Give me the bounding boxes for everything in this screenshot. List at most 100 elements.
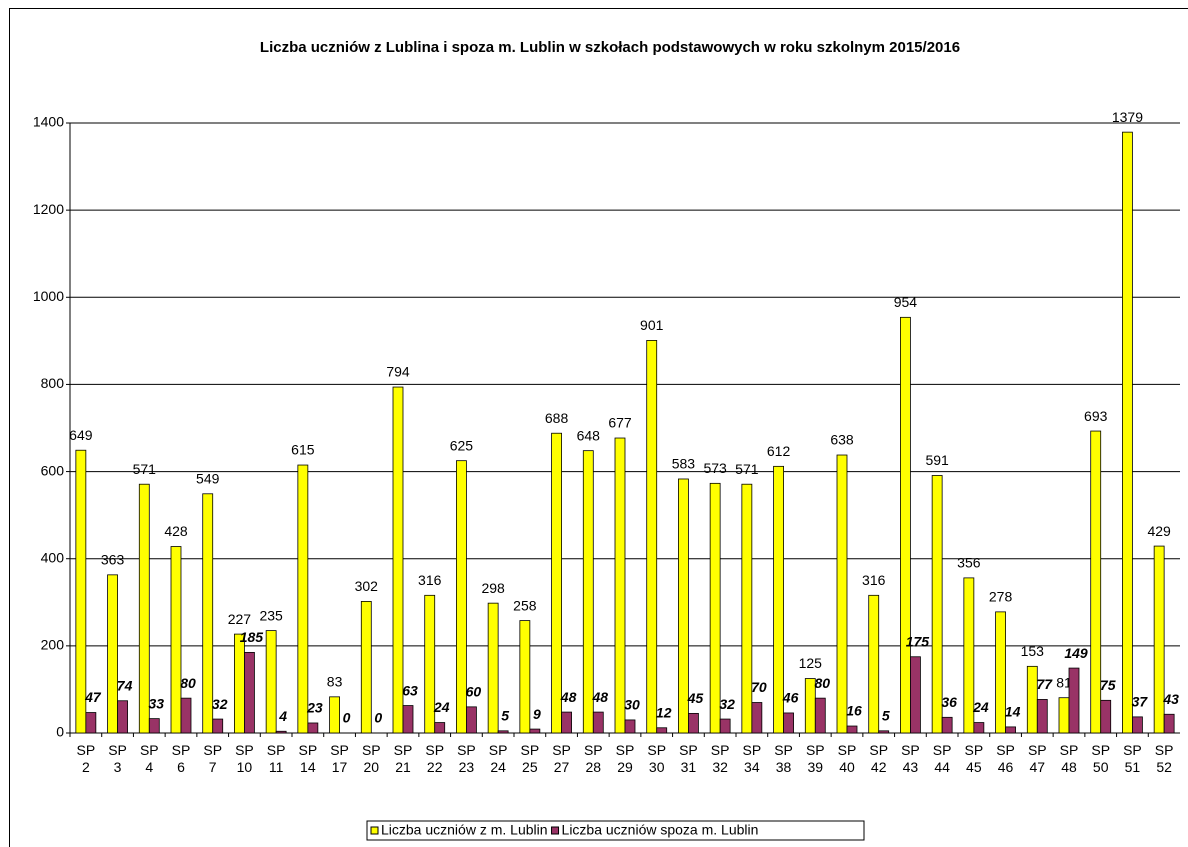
data-label: 0: [343, 710, 351, 726]
x-tick-label: SP 32: [710, 742, 730, 775]
bar: [117, 700, 128, 734]
data-label: 83: [327, 674, 343, 690]
bar: [783, 712, 794, 734]
bar: [868, 594, 880, 734]
data-label: 571: [735, 461, 759, 477]
bar: [466, 706, 477, 734]
bar: [402, 705, 414, 734]
x-tick-label: SP 50: [1091, 742, 1111, 775]
data-label: 46: [782, 690, 799, 706]
x-tick-label: SP 30: [647, 742, 667, 775]
x-tick-label: SP 44: [932, 742, 952, 775]
bar: [85, 712, 97, 734]
bar: [1036, 699, 1048, 734]
data-label: 298: [481, 580, 505, 596]
bar: [529, 728, 541, 734]
data-label: 24: [433, 699, 450, 715]
data-label: 954: [894, 294, 918, 310]
data-label: 258: [513, 597, 537, 613]
bar: [138, 483, 150, 734]
x-tick-label: SP 24: [488, 742, 508, 775]
data-label: 235: [259, 607, 283, 623]
data-label: 638: [830, 432, 854, 448]
bar: [392, 386, 404, 734]
bar: [836, 454, 848, 734]
bar: [265, 630, 277, 734]
data-label: 5: [501, 708, 509, 724]
data-label: 316: [418, 572, 442, 588]
bar: [941, 716, 953, 734]
data-label: 571: [133, 461, 157, 477]
data-label: 60: [466, 684, 482, 700]
data-label: 48: [560, 689, 577, 705]
data-label: 428: [164, 523, 188, 539]
data-label: 48: [591, 689, 608, 705]
data-label: 5: [882, 708, 890, 724]
x-tick-label: SP 31: [679, 742, 698, 775]
data-label: 47: [84, 689, 102, 705]
data-label: 80: [180, 675, 196, 691]
data-label: 356: [957, 555, 981, 571]
bar: [1005, 726, 1016, 734]
legend-label: Liczba uczniów z m. Lublin: [381, 822, 548, 838]
data-label: 693: [1084, 408, 1108, 424]
data-label: 316: [862, 572, 886, 588]
data-label: 302: [355, 578, 379, 594]
data-label: 794: [386, 364, 410, 380]
data-label: 14: [1005, 704, 1021, 720]
bar: [212, 718, 224, 734]
data-label: 4: [278, 708, 287, 724]
data-label: 429: [1147, 523, 1171, 539]
bar: [719, 718, 731, 734]
data-label: 0: [374, 710, 382, 726]
x-tick-label: SP 42: [869, 742, 889, 775]
bar: [678, 478, 689, 734]
data-label: 77: [1036, 676, 1053, 692]
bar: [741, 483, 753, 734]
x-tick-label: SP 14: [298, 742, 318, 775]
x-tick-label: SP 17: [330, 742, 349, 775]
data-label: 45: [687, 690, 704, 706]
x-tick-label: SP 7: [203, 742, 223, 775]
y-tick-label: 800: [41, 375, 65, 391]
bar: [456, 460, 467, 734]
bar: [424, 594, 436, 734]
x-tick-label: SP 28: [583, 742, 603, 775]
bar: [329, 696, 340, 734]
bar: [1068, 667, 1080, 734]
x-tick-label: SP 47: [1027, 742, 1047, 775]
bar: [1122, 131, 1133, 734]
y-tick-label: 0: [56, 724, 64, 740]
data-label: 125: [799, 655, 823, 671]
chart-title: Liczba uczniów z Lublina i spoza m. Lubl…: [260, 39, 960, 56]
x-tick-label: SP 22: [425, 742, 445, 775]
data-label: 16: [846, 703, 862, 719]
x-tick-label: SP 6: [171, 742, 191, 775]
data-label: 185: [240, 629, 264, 645]
data-label: 591: [925, 452, 949, 468]
bar: [180, 697, 192, 734]
data-label: 74: [117, 677, 133, 693]
data-label: 80: [814, 675, 830, 691]
bar: [487, 602, 499, 734]
x-tick-label: SP 2: [76, 742, 96, 775]
x-tick-label: SP 21: [393, 742, 413, 775]
data-label: 33: [148, 695, 164, 711]
bar: [434, 722, 446, 734]
bar: [75, 449, 87, 734]
bar: [592, 711, 604, 734]
bar: [709, 482, 721, 734]
data-label: 30: [624, 697, 640, 713]
data-label: 227: [228, 611, 252, 627]
bar: [614, 437, 626, 734]
data-label: 32: [719, 696, 735, 712]
legend-label: Liczba uczniów spoza m. Lublin: [562, 822, 759, 838]
bar: [551, 432, 562, 734]
bar: [995, 611, 1006, 734]
bar: [1132, 716, 1143, 734]
bar: [244, 651, 255, 734]
data-label: 615: [291, 442, 315, 458]
x-tick-label: SP 40: [837, 742, 857, 775]
x-tick-label: SP 10: [235, 742, 254, 775]
